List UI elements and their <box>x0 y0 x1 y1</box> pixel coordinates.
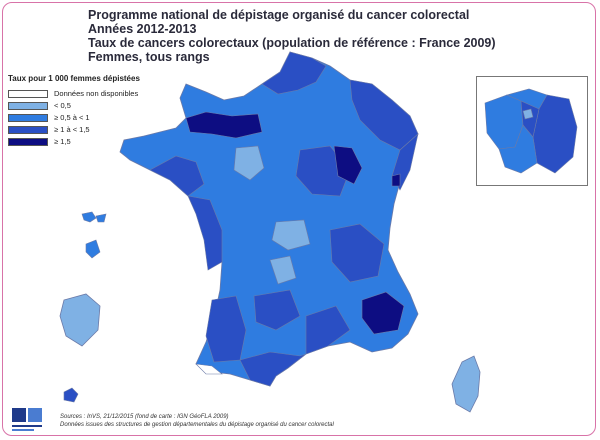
legend-item: Données non disponibles <box>8 88 140 99</box>
dept-marne-high <box>333 145 363 185</box>
figure-frame <box>2 2 596 436</box>
overseas-guyane <box>59 293 101 347</box>
region-west-coast <box>187 195 223 271</box>
legend-label: Données non disponibles <box>54 89 139 98</box>
title-line-1: Programme national de dépistage organisé… <box>88 8 470 22</box>
legend-label: ≥ 0,5 à < 1 <box>54 113 90 122</box>
dept-alps-high <box>361 291 405 335</box>
region-south-coast <box>305 305 351 355</box>
legend: Taux pour 1 000 femmes dépistées Données… <box>8 74 140 148</box>
idf-south <box>498 124 538 174</box>
legend-item: < 0,5 <box>8 100 140 111</box>
region-south-centre <box>253 289 301 331</box>
idf-inner <box>520 100 540 138</box>
legend-label: ≥ 1 à < 1,5 <box>54 125 90 134</box>
title-line-2: Années 2012-2013 <box>88 22 197 36</box>
region-rhone <box>329 223 385 283</box>
sources-line-2: Données issues des structures de gestion… <box>60 422 334 428</box>
dept-cantal-low <box>269 255 297 285</box>
dept-sarthe-low <box>233 145 265 181</box>
idf-paris <box>522 108 534 120</box>
legend-title: Taux pour 1 000 femmes dépistées <box>8 74 140 83</box>
dept-east-small-high <box>391 173 401 187</box>
legend-swatch-no-data <box>8 89 48 98</box>
region-brittany-east <box>149 155 205 197</box>
overseas-guadeloupe <box>81 211 107 223</box>
legend-swatch-class-3 <box>8 125 48 134</box>
legend-swatch-class-4 <box>8 137 48 146</box>
ile-de-france-inset <box>476 76 588 186</box>
dept-no-data <box>195 363 223 375</box>
dept-allier-low <box>271 219 311 251</box>
legend-item: ≥ 0,5 à < 1 <box>8 112 140 123</box>
legend-item: ≥ 1 à < 1,5 <box>8 124 140 135</box>
dept-normandy-high <box>185 111 263 139</box>
logo-graphic <box>12 408 42 431</box>
sources-line-1: Sources : InVS, 21/12/2015 (fond de cart… <box>60 414 229 420</box>
corsica <box>451 355 481 413</box>
title-line-4: Femmes, tous rangs <box>88 50 210 64</box>
region-nord <box>261 51 327 95</box>
sources-note: Sources : InVS, 21/12/2015 (fond de cart… <box>60 413 334 429</box>
ile-de-france-map <box>484 88 578 174</box>
overseas-martinique <box>85 239 101 259</box>
legend-label: < 0,5 <box>54 101 71 110</box>
map-title-block: Programme national de dépistage organisé… <box>88 8 496 64</box>
legend-label: ≥ 1,5 <box>54 137 71 146</box>
invs-logo <box>10 404 46 432</box>
region-pyrenees <box>239 351 307 387</box>
overseas-reunion <box>63 387 79 403</box>
title-line-3: Taux de cancers colorectaux (population … <box>88 36 496 50</box>
legend-swatch-class-1 <box>8 101 48 110</box>
legend-item: ≥ 1,5 <box>8 136 140 147</box>
legend-swatch-class-2 <box>8 113 48 122</box>
